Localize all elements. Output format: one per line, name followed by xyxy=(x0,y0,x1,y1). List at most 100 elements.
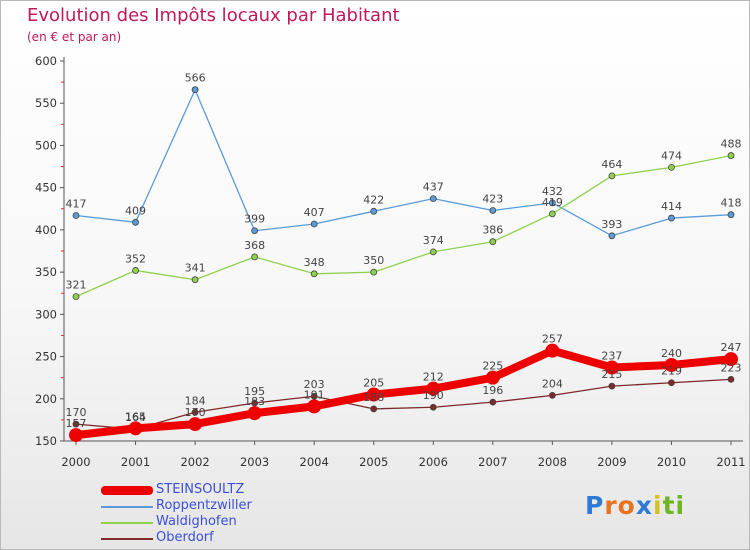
legend-swatch-steinsoultz xyxy=(101,486,153,495)
data-point-roppentzwiller xyxy=(370,207,378,215)
data-point-oberdorf xyxy=(370,405,378,413)
legend-label: Roppentzwiller xyxy=(156,498,252,513)
data-point-waldighofen xyxy=(489,238,497,246)
data-point-oberdorf xyxy=(72,420,80,428)
data-point-waldighofen xyxy=(668,163,675,171)
y-tick-label: 250 xyxy=(35,350,57,364)
data-point-roppentzwiller xyxy=(608,232,616,240)
data-point-oberdorf xyxy=(251,399,259,407)
x-tick-label: 2007 xyxy=(478,455,507,469)
data-label-roppentzwiller: 409 xyxy=(125,204,146,217)
data-label-roppentzwiller: 423 xyxy=(482,192,503,205)
data-point-roppentzwiller xyxy=(132,218,139,226)
proxiti-logo: Proxiti xyxy=(585,491,685,520)
data-point-steinsoultz xyxy=(307,399,322,414)
y-tick-label: 450 xyxy=(35,181,57,195)
data-label-steinsoultz: 240 xyxy=(661,347,682,360)
x-tick-label: 2009 xyxy=(597,455,626,469)
data-point-steinsoultz xyxy=(128,421,143,436)
data-label-oberdorf: 188 xyxy=(363,391,384,404)
data-label-waldighofen: 321 xyxy=(66,279,87,292)
data-point-oberdorf xyxy=(310,392,318,400)
data-point-steinsoultz xyxy=(485,370,500,385)
data-point-waldighofen xyxy=(608,172,616,180)
series-points xyxy=(69,86,738,443)
series-line-steinsoultz xyxy=(72,346,735,440)
data-point-roppentzwiller xyxy=(251,227,259,235)
data-point-waldighofen xyxy=(251,253,259,261)
x-tick-label: 2000 xyxy=(61,455,90,469)
logo-letter: r xyxy=(604,491,618,520)
data-point-roppentzwiller xyxy=(310,220,318,228)
data-point-waldighofen xyxy=(429,248,437,256)
data-label-oberdorf: 196 xyxy=(482,384,503,397)
legend-swatch-oberdorf xyxy=(101,538,153,540)
y-tick-label: 200 xyxy=(35,392,57,406)
y-tick-label: 600 xyxy=(35,54,57,68)
data-label-oberdorf: 203 xyxy=(304,378,325,391)
data-label-steinsoultz: 205 xyxy=(363,377,384,390)
data-label-roppentzwiller: 393 xyxy=(601,218,622,231)
y-tick-label: 350 xyxy=(35,265,57,279)
series-line-waldighofen xyxy=(75,154,732,298)
x-tick-label: 2006 xyxy=(419,455,448,469)
x-tick-label: 2008 xyxy=(538,455,567,469)
data-label-waldighofen: 350 xyxy=(363,254,384,267)
x-tick-label: 2003 xyxy=(240,455,269,469)
data-point-roppentzwiller xyxy=(489,207,497,214)
data-point-oberdorf xyxy=(489,398,497,406)
data-point-steinsoultz xyxy=(604,360,619,375)
data-label-steinsoultz: 157 xyxy=(66,417,87,430)
data-point-roppentzwiller xyxy=(72,212,80,219)
data-label-roppentzwiller: 432 xyxy=(542,185,563,198)
data-label-waldighofen: 488 xyxy=(721,138,742,151)
x-tick-label: 2001 xyxy=(121,455,150,469)
data-label-oberdorf: 204 xyxy=(542,377,563,390)
data-label-waldighofen: 341 xyxy=(185,262,206,275)
y-tick-label: 150 xyxy=(35,434,57,448)
data-label-waldighofen: 368 xyxy=(244,239,265,252)
logo-letter: x xyxy=(635,491,653,520)
y-tick-label: 400 xyxy=(35,223,57,237)
data-point-waldighofen xyxy=(310,270,318,278)
x-tick-label: 2011 xyxy=(716,455,745,469)
data-label-roppentzwiller: 407 xyxy=(304,206,325,219)
logo-letter: P xyxy=(585,491,605,520)
data-point-roppentzwiller xyxy=(191,86,199,94)
data-label-roppentzwiller: 422 xyxy=(363,193,384,206)
data-point-oberdorf xyxy=(548,391,556,399)
x-tick-label: 2010 xyxy=(657,455,686,469)
data-labels: 417 409 566 399 407 422 437 423 432 393 414 418 321 3… xyxy=(66,72,742,430)
data-label-waldighofen: 352 xyxy=(125,252,146,265)
legend-label: Oberdorf xyxy=(156,530,214,545)
legend-label: Waldighofen xyxy=(156,514,237,529)
y-tick-label: 500 xyxy=(35,138,57,152)
data-point-waldighofen xyxy=(548,210,556,218)
data-point-steinsoultz xyxy=(366,387,381,402)
data-point-waldighofen xyxy=(370,268,378,276)
data-label-oberdorf: 215 xyxy=(601,368,622,381)
legend-swatch-waldighofen xyxy=(101,522,153,524)
logo-letter: o xyxy=(617,491,636,520)
legend-item-waldighofen: Waldighofen xyxy=(101,514,301,531)
series-lines xyxy=(72,89,735,440)
data-label-roppentzwiller: 417 xyxy=(66,198,87,211)
data-label-oberdorf: 219 xyxy=(661,365,682,378)
data-label-waldighofen: 348 xyxy=(304,256,325,269)
legend-item-steinsoultz: STEINSOULTZ xyxy=(101,482,301,499)
data-point-roppentzwiller xyxy=(727,211,735,219)
data-label-waldighofen: 419 xyxy=(542,196,563,209)
data-point-oberdorf xyxy=(668,379,675,387)
chart-subtitle: (en € et par an) xyxy=(27,30,122,44)
data-point-steinsoultz xyxy=(188,417,203,432)
data-point-steinsoultz xyxy=(247,406,262,421)
data-label-waldighofen: 464 xyxy=(601,158,622,171)
data-label-oberdorf: 223 xyxy=(721,361,742,374)
series-line-roppentzwiller xyxy=(75,89,732,237)
data-point-roppentzwiller xyxy=(668,214,675,222)
data-point-steinsoultz xyxy=(664,358,679,372)
data-label-steinsoultz: 165 xyxy=(125,410,146,423)
y-tick-label: 550 xyxy=(35,96,57,110)
